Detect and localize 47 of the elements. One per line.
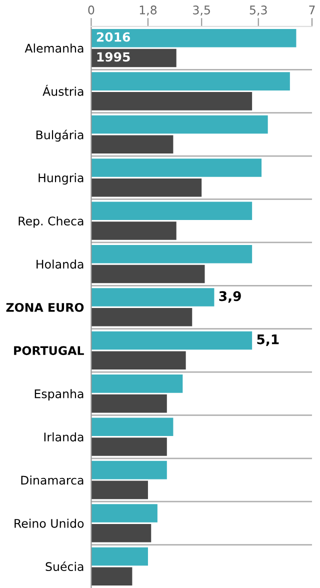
y-tick-label: Espanha (34, 389, 84, 401)
x-tick-label: 7 (309, 6, 315, 14)
bar (91, 178, 202, 197)
y-tick-label: Alemanha (24, 44, 84, 53)
y-tick-label: Hungria (38, 173, 84, 185)
y-tick-label: Irlanda (44, 432, 84, 442)
x-tick-label: 1,8 (140, 6, 157, 16)
y-tick-label: Reino Unido (14, 518, 84, 528)
bar (91, 288, 214, 306)
bar (91, 28, 296, 48)
bar (91, 504, 158, 522)
y-tick-label: Áustria (42, 84, 84, 96)
y-tick-label: Suécia (46, 561, 84, 572)
data-label: 5,1 (257, 334, 279, 346)
bar (91, 524, 152, 542)
series-label: 1995 (97, 52, 130, 62)
bar (91, 222, 176, 240)
x-tick-label: 0 (88, 6, 94, 14)
bar (91, 135, 174, 154)
bar (91, 158, 262, 177)
y-tick-label: ZONA EURO (6, 302, 84, 312)
y-tick-label: Rep. Checa (18, 216, 84, 228)
bar (91, 72, 290, 90)
y-tick-label: PORTUGAL (14, 346, 84, 356)
bar (91, 374, 183, 393)
bar (91, 438, 167, 456)
bar (91, 308, 192, 326)
series-label: 2016 (96, 32, 130, 42)
bar (91, 115, 268, 134)
data-label: 3,9 (219, 291, 241, 303)
bar (91, 547, 148, 566)
bar (91, 244, 252, 264)
bar (91, 92, 252, 110)
bar (91, 480, 148, 500)
bar (91, 567, 132, 586)
bar (91, 331, 252, 350)
bar (91, 202, 252, 220)
bar (91, 351, 186, 370)
y-tick-label: Holanda (36, 260, 84, 269)
x-tick-label: 5,3 (250, 6, 267, 16)
bar (91, 264, 205, 284)
bar (91, 460, 167, 480)
x-tick-label: 3,5 (193, 6, 210, 16)
bar (91, 394, 167, 413)
y-tick-label: Dinamarca (21, 476, 84, 485)
y-tick-label: Bulgária (36, 130, 84, 142)
bar (91, 418, 174, 436)
